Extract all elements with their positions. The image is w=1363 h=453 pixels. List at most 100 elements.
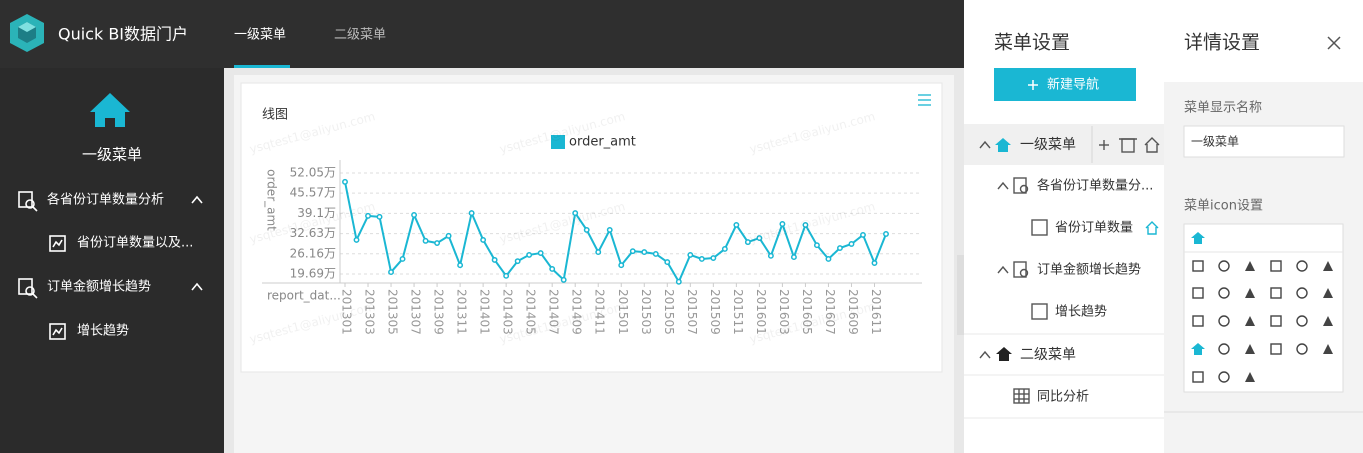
collapse-handle[interactable] [957,255,964,335]
data-point [491,256,498,263]
data-point [871,260,878,266]
chart: 线图 order_amt report_dat... 19.69万 26.16万 32.6… [262,108,922,335]
icon-option [1296,287,1308,299]
icon-option [1218,287,1230,299]
detail-header [1164,0,1363,82]
data-point [549,266,556,272]
tree-node[interactable]: 增长趋势 [1055,304,1107,320]
data-point [514,258,521,265]
x-tick-label: 201305 [386,289,400,335]
icon-option [1218,315,1230,327]
x-tick-label: 201511 [731,289,745,335]
chart-menu-icon[interactable] [918,94,931,106]
icon-option [1323,316,1333,326]
chart-card [240,82,943,373]
data-point [733,221,740,228]
tree-node[interactable]: 一级菜单 [1020,137,1076,153]
tree-node[interactable]: 二级菜单 [1020,347,1076,363]
data-point [744,239,751,246]
x-tick-label: 201301 [340,289,354,335]
icon-option [1245,316,1255,326]
y-axis-label: order_amt [265,169,279,231]
x-tick-label: 201609 [846,289,860,335]
x-tick-label: 201601 [754,289,768,335]
field-label: 菜单icon设置 [1184,199,1263,214]
icon-option [1323,288,1333,298]
tree-node[interactable]: 各省份订单数量分... [1037,178,1153,194]
data-point [376,213,383,220]
data-point [710,255,717,261]
icon-option [1270,260,1282,272]
icon-option [1192,260,1204,272]
y-tick-label: 52.05万 [290,165,336,179]
icon-grid [1191,232,1333,383]
data-point [422,237,429,244]
sidebar-subitem[interactable]: 省份订单数量以及... [77,236,193,251]
nav-tab[interactable]: 二级菜单 [334,28,386,43]
icon-option [1323,344,1333,354]
home-toggle[interactable] [1145,221,1159,235]
sidebar-home[interactable]: 一级菜单 [82,146,142,164]
data-point [779,221,786,227]
x-tick-label: 201403 [501,289,515,335]
icon-option [1218,343,1230,355]
data-point [537,250,544,256]
name-input[interactable] [1183,125,1345,158]
data-point [641,249,648,256]
data-point [767,252,774,259]
tree-node[interactable]: 省份订单数量 [1055,221,1133,236]
close-button[interactable] [1327,36,1341,50]
nav-tab[interactable]: 一级菜单 [234,28,286,43]
data-point [813,242,820,249]
brand: Quick BI数据门户 [58,25,188,44]
data-point [652,251,659,257]
panel-title: 详情设置 [1184,32,1260,54]
icon-option [1270,287,1282,299]
data-point [399,256,406,262]
x-tick-label: 201411 [593,289,607,335]
data-point [825,256,832,262]
data-point [606,226,613,233]
sidebar-icons [18,191,203,340]
icon-option [1218,371,1230,383]
icon-option [1296,343,1308,355]
new-nav-button[interactable] [994,68,1136,101]
legend-label: order_amt [569,135,636,150]
icon-option [1191,343,1205,355]
y-tick-label: 45.57万 [290,186,336,200]
x-tick-label: 201505 [662,289,676,335]
data-point [756,235,763,241]
icon-option [1270,343,1282,355]
icon-option [1192,371,1204,383]
x-tick-label: 201607 [823,289,837,335]
icon-option [1323,261,1333,271]
plus-icon [1028,80,1038,90]
sidebar-item[interactable]: 各省份订单数量分析 [47,192,164,208]
data-point [860,231,866,238]
icon-option [1191,232,1205,244]
data-point [365,212,371,219]
icon-option [1245,288,1255,298]
y-tick-label: 32.63万 [290,226,336,240]
data-point [698,256,705,262]
data-point [411,211,418,218]
sidebar-subitem[interactable]: 增长趋势 [77,323,129,339]
tree-node[interactable]: 同比分析 [1037,390,1089,405]
data-point [572,210,579,217]
data-point [618,262,625,269]
x-tick-label: 201507 [685,289,699,335]
x-tick-label: 201509 [708,289,722,335]
icon-option [1218,260,1230,272]
icon-option [1245,344,1255,354]
sidebar-item[interactable]: 订单金额增长趋势 [47,279,151,295]
tree-node[interactable]: 订单金额增长趋势 [1037,262,1141,278]
data-point [802,221,809,228]
data-point [388,269,394,276]
data-point [595,249,602,256]
x-tick-label: 201611 [869,289,883,335]
data-point [560,276,567,283]
input-value[interactable]: 一级菜单 [1191,135,1239,149]
x-tick-label: 201309 [432,289,446,335]
x-tick-label: 201605 [800,289,814,335]
